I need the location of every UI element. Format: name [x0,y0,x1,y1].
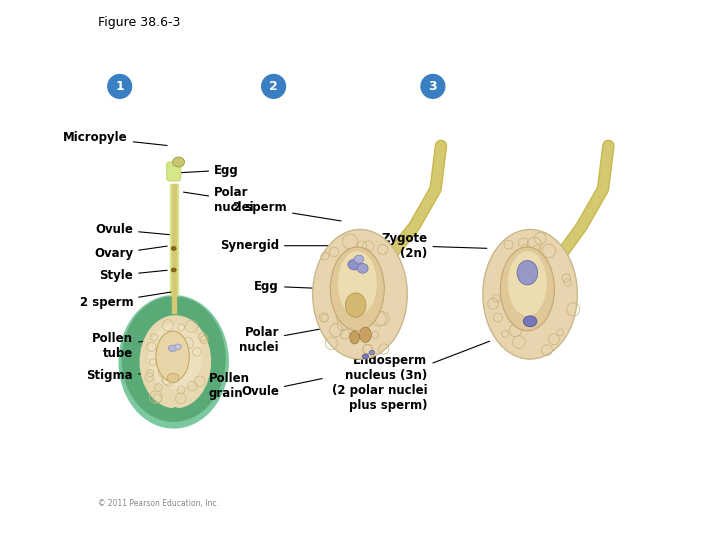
Polygon shape [171,184,176,313]
Polygon shape [170,184,178,308]
Text: 3: 3 [428,80,437,93]
Text: Polar
nuclei: Polar nuclei [239,326,330,354]
Ellipse shape [330,247,384,330]
Text: 2 sperm: 2 sperm [80,292,171,309]
Ellipse shape [354,255,364,263]
Ellipse shape [369,350,374,355]
Text: Pollen
tube: Pollen tube [92,332,168,360]
Wedge shape [168,408,183,416]
Text: Micropyle: Micropyle [63,131,167,145]
Ellipse shape [171,268,176,272]
Ellipse shape [348,259,361,270]
Text: 2: 2 [269,80,278,93]
Ellipse shape [362,354,369,359]
Ellipse shape [517,261,538,285]
Ellipse shape [149,324,202,388]
Ellipse shape [173,157,184,167]
Ellipse shape [312,230,408,359]
Text: Stigma: Stigma [86,369,166,382]
Ellipse shape [350,331,359,344]
FancyBboxPatch shape [167,162,181,181]
Text: Figure 38.6-3: Figure 38.6-3 [98,16,181,29]
Ellipse shape [140,316,210,408]
Circle shape [262,75,285,98]
Text: Ovule: Ovule [95,223,169,236]
Text: Egg: Egg [254,280,329,293]
Text: Synergid: Synergid [220,239,333,252]
Ellipse shape [119,295,228,428]
Ellipse shape [122,297,225,421]
Ellipse shape [523,316,537,327]
Circle shape [421,75,445,98]
Ellipse shape [168,345,177,352]
Text: Zygote
(2n): Zygote (2n) [382,232,487,260]
Text: 2 sperm: 2 sperm [233,201,341,221]
Ellipse shape [346,293,366,317]
Text: Endosperm
nucleus (3n)
(2 polar nuclei
plus sperm): Endosperm nucleus (3n) (2 polar nuclei p… [332,341,490,413]
Ellipse shape [338,251,377,316]
Ellipse shape [171,246,176,250]
Text: Ovule: Ovule [241,379,322,398]
Text: Polar
nuclei: Polar nuclei [184,186,254,214]
Text: Style: Style [99,269,167,282]
Ellipse shape [483,230,577,359]
Ellipse shape [508,251,547,316]
Text: © 2011 Pearson Education, Inc.: © 2011 Pearson Education, Inc. [98,498,219,508]
Text: 1: 1 [115,80,124,93]
Text: Ovary: Ovary [94,246,167,260]
Ellipse shape [359,327,372,342]
Ellipse shape [175,344,181,349]
Circle shape [108,75,132,98]
Text: Egg: Egg [181,164,239,177]
Text: Pollen
grain: Pollen grain [187,372,250,400]
Ellipse shape [500,247,554,330]
Ellipse shape [167,373,179,383]
Ellipse shape [156,331,189,382]
Ellipse shape [357,264,368,273]
